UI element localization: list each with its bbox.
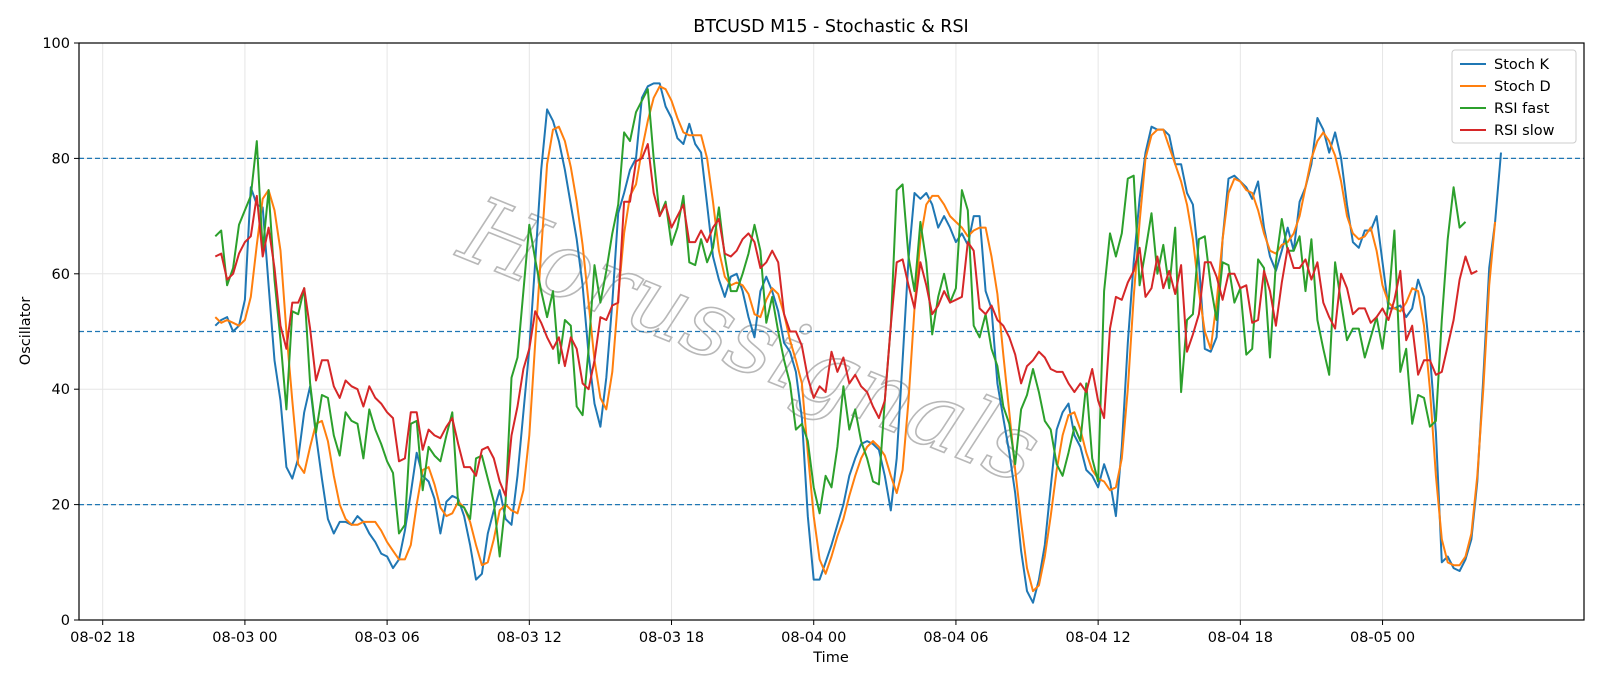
y-tick-label: 60 xyxy=(52,267,70,283)
x-axis-title: Time xyxy=(812,650,849,666)
series-lines xyxy=(214,82,1502,604)
series-line-rsi-fast xyxy=(214,88,1467,558)
x-tick-label: 08-03 12 xyxy=(497,630,562,646)
y-tick-label: 80 xyxy=(52,151,70,167)
legend-label: Stoch K xyxy=(1494,57,1550,73)
x-tick-label: 08-04 00 xyxy=(781,630,846,646)
y-tick-label: 20 xyxy=(52,498,70,514)
x-tick-label: 08-05 00 xyxy=(1350,630,1415,646)
x-tick-label: 08-04 18 xyxy=(1208,630,1273,646)
x-tick-label: 08-04 06 xyxy=(923,630,988,646)
x-axis: 08-02 18 08-03 00 08-03 06 08-03 12 08-03 18… xyxy=(70,620,1415,646)
series-line-stoch-k xyxy=(214,82,1502,604)
y-tick-label: 0 xyxy=(61,613,70,629)
chart-title: BTCUSD M15 - Stochastic & RSI xyxy=(693,17,968,37)
legend-box xyxy=(1451,49,1577,144)
legend-label: Stoch D xyxy=(1494,79,1551,95)
y-axis-title: Oscillator xyxy=(18,297,34,365)
x-tick-label: 08-03 00 xyxy=(212,630,277,646)
x-tick-label: 08-03 18 xyxy=(639,630,704,646)
series-line-rsi-slow xyxy=(214,143,1478,497)
legend: Stoch K Stoch D RSI fast RSI slow xyxy=(1451,49,1577,144)
legend-label: RSI slow xyxy=(1494,123,1555,139)
y-tick-label: 100 xyxy=(42,36,70,52)
series-line-stoch-d xyxy=(214,85,1497,593)
x-tick-label: 08-04 12 xyxy=(1066,630,1131,646)
x-tick-label: 08-02 18 xyxy=(70,630,135,646)
reference-lines xyxy=(79,157,1584,506)
legend-label: RSI fast xyxy=(1494,101,1550,117)
plot-frame xyxy=(78,42,1585,621)
y-tick-label: 40 xyxy=(52,382,70,398)
x-tick-label: 08-03 06 xyxy=(355,630,420,646)
y-axis: 0 20 40 60 80 100 xyxy=(42,36,79,629)
